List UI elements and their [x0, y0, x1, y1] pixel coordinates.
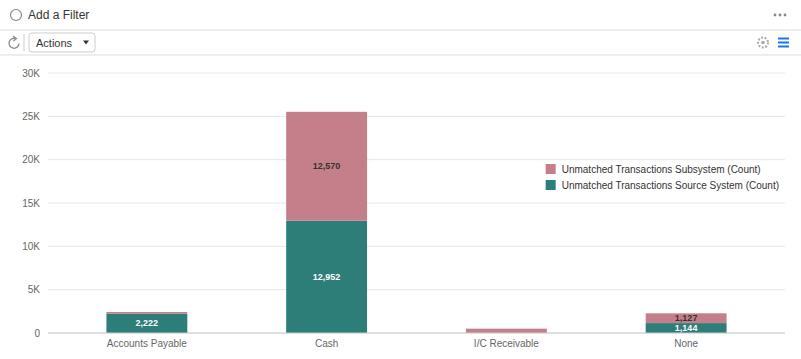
data-label: 1,144	[675, 323, 698, 333]
grid-line	[48, 73, 785, 74]
y-tick-label: 15K	[22, 198, 40, 209]
refresh-icon[interactable]	[9, 38, 19, 48]
bars	[106, 112, 726, 333]
y-tick-label: 10K	[22, 241, 40, 252]
x-axis: Accounts Payable Cash I/C Receivable None	[107, 338, 699, 349]
list-icon[interactable]	[778, 39, 789, 47]
more-menu[interactable]	[774, 14, 787, 17]
page: Add a Filter Actions 0 5K 10K 15K 20K 25K 30K 2,2…	[0, 0, 801, 359]
menu-dot	[774, 14, 777, 17]
menu-dot	[784, 14, 787, 17]
filter-icon	[11, 10, 22, 21]
legend-swatch	[546, 180, 556, 190]
data-label: 1,127	[675, 313, 698, 323]
y-tick-label: 5K	[28, 284, 41, 295]
x-axis-line	[48, 333, 785, 334]
gear-inner	[761, 41, 765, 45]
legend-swatch	[546, 164, 556, 174]
toolbar-border	[0, 55, 801, 56]
series	[106, 221, 726, 333]
x-tick-label: Cash	[315, 338, 338, 349]
bar-segment	[106, 314, 187, 333]
x-tick-label: Accounts Payable	[107, 338, 187, 349]
refresh-arrow	[13, 36, 17, 41]
grid-line	[48, 333, 785, 334]
y-tick-label: 25K	[22, 111, 40, 122]
menu-dot	[779, 14, 782, 17]
bar-segment	[646, 323, 727, 333]
bar-segment	[646, 313, 727, 323]
actions-button[interactable]: Actions	[29, 33, 95, 52]
actions-button-frame	[29, 33, 95, 52]
data-label: 12,952	[313, 272, 341, 282]
legend-label: Unmatched Transactions Subsystem (Count)	[562, 164, 761, 175]
bar-segment	[286, 112, 367, 221]
grid-line	[48, 289, 785, 290]
legend-label: Unmatched Transactions Source System (Co…	[562, 180, 779, 191]
x-tick-label: I/C Receivable	[474, 338, 539, 349]
y-tick-label: 20K	[22, 154, 40, 165]
grid	[48, 73, 785, 333]
grid-line	[48, 246, 785, 247]
gear-outer	[758, 38, 768, 48]
bar-segment	[106, 312, 187, 314]
actions-text: Actions	[36, 37, 73, 49]
grid-line	[48, 116, 785, 117]
list-icon-line	[778, 42, 789, 44]
toolbar-separator	[24, 34, 25, 51]
header-border	[0, 30, 801, 31]
grid-line	[48, 203, 785, 204]
bar-segment	[286, 221, 367, 333]
data-label: 12,570	[313, 161, 341, 171]
grid-line	[48, 159, 785, 160]
list-icon-line	[778, 46, 789, 48]
y-axis: 0 5K 10K 15K 20K 25K 30K	[22, 68, 40, 339]
list-icon-line	[778, 38, 789, 40]
data-label: 2,222	[136, 318, 159, 328]
dropdown-caret	[83, 41, 89, 45]
header-text[interactable]: Add a Filter	[28, 8, 89, 22]
y-tick-label: 30K	[22, 68, 40, 79]
x-tick-label: None	[674, 338, 698, 349]
series	[106, 112, 726, 333]
bar-segment	[466, 329, 547, 333]
settings-icon[interactable]	[758, 38, 768, 48]
legend: Unmatched Transactions Subsystem (Count)…	[546, 164, 779, 191]
y-tick-label: 0	[34, 328, 40, 339]
